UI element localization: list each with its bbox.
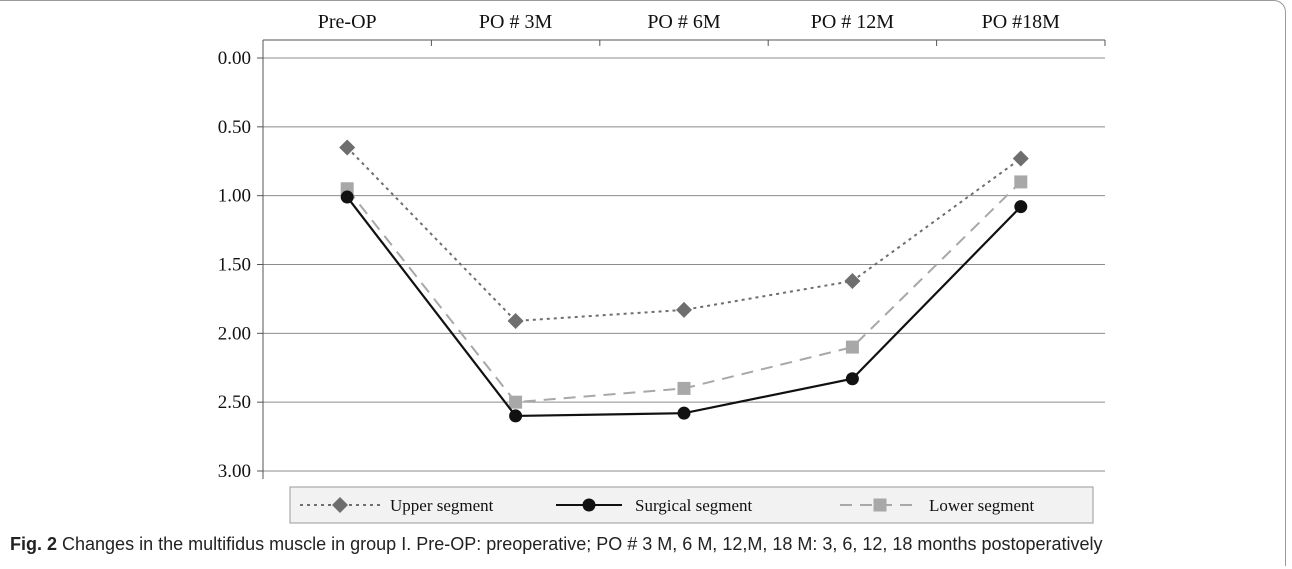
- data-point-circle: [340, 190, 354, 204]
- data-point-diamond: [844, 273, 861, 290]
- data-point-square: [509, 395, 523, 409]
- y-tick-label: 2.50: [218, 392, 251, 413]
- legend-box: [289, 486, 1094, 524]
- series-line-upper-segment: [346, 146, 1022, 322]
- series-line-lower-segment: [346, 181, 1022, 404]
- data-point-diamond: [676, 301, 692, 318]
- figure-caption: Fig. 2 Changes in the multifidus muscle …: [10, 534, 1280, 555]
- caption-label: Fig. 2: [10, 534, 58, 554]
- data-point-square: [1014, 175, 1028, 189]
- y-tick-label: 2.00: [218, 323, 251, 344]
- x-tick-label: PO #18M: [982, 11, 1061, 33]
- data-point-circle: [845, 372, 859, 386]
- x-tick-label: Pre-OP: [318, 11, 377, 33]
- data-point-circle: [677, 406, 691, 420]
- legend-marker: [873, 498, 887, 512]
- data-point-diamond: [1012, 150, 1029, 167]
- data-point-circle: [1014, 200, 1028, 214]
- caption-text: Changes in the multifidus muscle in grou…: [57, 534, 1103, 554]
- x-tick-label: PO # 12M: [811, 11, 895, 33]
- data-point-square: [677, 381, 691, 395]
- legend-marker: [332, 497, 348, 513]
- y-tick-label: 1.00: [218, 186, 251, 207]
- y-tick-label: 0.50: [218, 117, 251, 138]
- x-tick-label: PO # 6M: [647, 11, 721, 33]
- x-tick-label: PO # 3M: [479, 11, 553, 33]
- legend-label: Lower segment: [929, 496, 1035, 515]
- data-point-diamond: [339, 139, 356, 156]
- legend-label: Surgical segment: [635, 496, 753, 515]
- y-tick-label: 0.00: [218, 48, 251, 69]
- line-chart: 0.00 0.50 1.00 1.50 2.00 2.50 3.00 Pre-OP PO # 3…: [218, 11, 1106, 524]
- y-tick-label: 1.50: [218, 255, 251, 276]
- data-point-circle: [509, 409, 523, 423]
- legend-marker: [582, 498, 596, 512]
- legend-label: Upper segment: [390, 496, 494, 515]
- y-tick-label: 3.00: [218, 461, 251, 482]
- data-point-square: [845, 340, 859, 354]
- data-point-diamond: [507, 312, 524, 329]
